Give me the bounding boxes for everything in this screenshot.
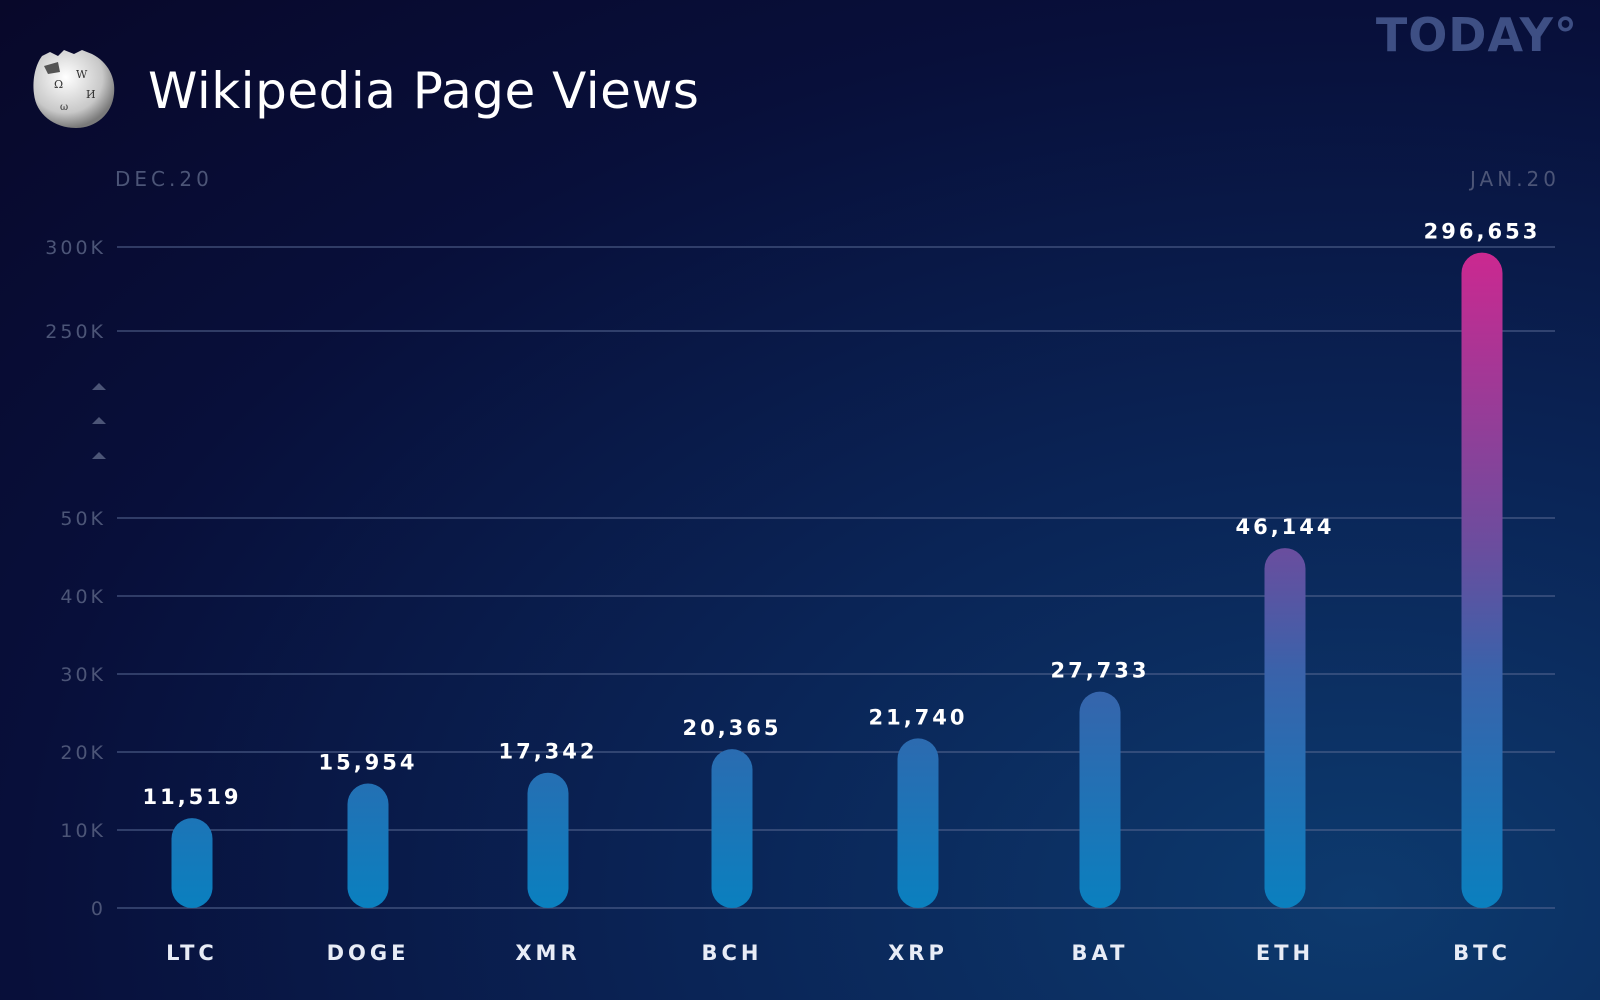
category-label: DOGE (327, 941, 410, 965)
svg-text:ω: ω (60, 102, 68, 113)
y-tick-label: 20K (60, 742, 106, 764)
category-label: XRP (888, 941, 948, 965)
bar-eth (1264, 548, 1306, 908)
svg-text:Ω: Ω (54, 78, 63, 91)
bar-doge (347, 783, 389, 908)
y-tick-label: 300K (45, 237, 106, 259)
bar-xmr (527, 772, 569, 908)
page-title: Wikipedia Page Views (148, 62, 700, 120)
category-label: LTC (166, 941, 218, 965)
period-end-label: JAN.20 (1468, 167, 1560, 191)
y-tick-label: 30K (60, 664, 106, 686)
y-tick-label: 0 (91, 898, 106, 920)
axis-break-marker-icon (92, 417, 106, 424)
category-label: BCH (702, 941, 763, 965)
y-tick-label: 40K (60, 586, 106, 608)
value-label: 15,954 (318, 751, 417, 775)
value-label: 21,740 (868, 705, 967, 729)
y-tick-label: 10K (60, 820, 106, 842)
axis-break-marker-icon (92, 452, 106, 459)
category-label: BAT (1072, 941, 1129, 965)
category-label: ETH (1256, 941, 1314, 965)
value-label: 17,342 (498, 740, 597, 764)
bar-xrp (897, 738, 939, 908)
svg-text:И: И (86, 88, 96, 101)
svg-text:W: W (76, 68, 88, 81)
value-label: 46,144 (1235, 515, 1334, 539)
value-label: 296,653 (1424, 220, 1541, 244)
y-tick-label: 250K (45, 321, 106, 343)
category-label: XMR (515, 941, 580, 965)
value-label: 20,365 (682, 716, 781, 740)
bar-bat (1079, 691, 1121, 908)
value-label: 27,733 (1050, 659, 1149, 683)
y-tick-label: 50K (60, 508, 106, 530)
bar-btc (1461, 252, 1503, 909)
brand-logo: TODAY° (1375, 8, 1578, 62)
axis-break-marker-icon (92, 383, 106, 390)
value-label: 11,519 (142, 785, 241, 809)
bar-bch (711, 749, 753, 908)
wikipedia-globe-icon: Ω W И ω (33, 50, 115, 128)
category-label: BTC (1453, 941, 1511, 965)
bar-ltc (171, 818, 213, 908)
period-start-label: DEC.20 (115, 167, 213, 191)
